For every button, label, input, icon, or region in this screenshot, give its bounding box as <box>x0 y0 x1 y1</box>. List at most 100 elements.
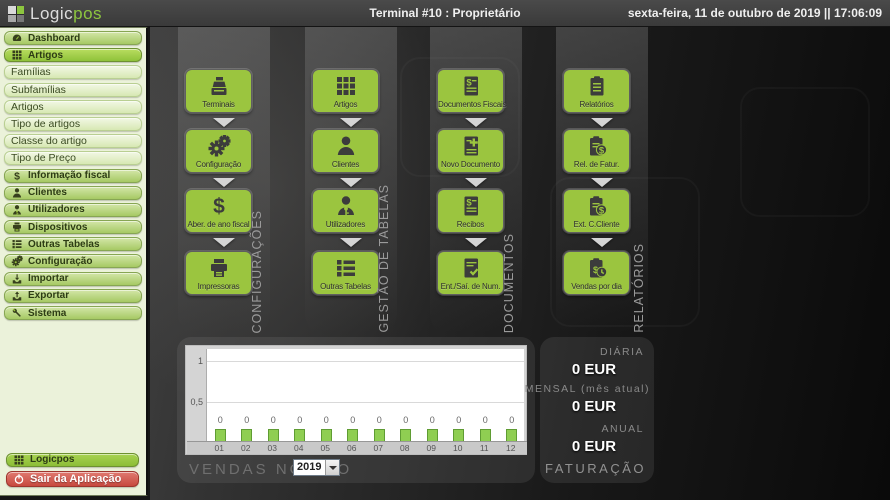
dollar-icon: $ <box>11 170 23 182</box>
chart-plot-area: 0 0 0 0 0 0 0 0 0 0 0 0 <box>206 349 524 442</box>
logo-text-primary: Logic <box>30 4 74 23</box>
sidebar-item-sistema[interactable]: Sistema <box>4 306 142 320</box>
down-arrow-icon <box>178 118 270 127</box>
chart-bar-month-01 <box>214 429 226 442</box>
bar-value-label: 0 <box>297 415 303 425</box>
sidebar-item-exportar[interactable]: Exportar <box>4 288 142 303</box>
menu-column-documentos: $ Documentos Fiscais Novo Documento $ Recibo… <box>430 27 522 339</box>
column-title-gest-o-de-tabelas: GESTÃO DE TABELAS <box>377 184 391 333</box>
logicpos-brand-button[interactable]: Logicpos <box>6 452 139 467</box>
sidebar-item-label: Dashboard <box>28 32 81 44</box>
menu-button-vendas-por-dia[interactable]: $ Vendas por dia <box>563 251 630 295</box>
menu-button-novo-documento[interactable]: Novo Documento <box>437 129 504 173</box>
menu-button-relat-rios[interactable]: Relatórios <box>563 69 630 113</box>
sidebar-item-dispositivos[interactable]: Dispositivos <box>4 220 142 235</box>
menu-button-label: Terminais <box>202 100 235 109</box>
menu-button-terminais[interactable]: Terminais <box>185 69 252 113</box>
menu-button-configura-o[interactable]: Configuração <box>185 129 252 173</box>
app-logo: Logicpos <box>8 4 102 24</box>
year-select-value: 2019 <box>297 461 322 473</box>
sidebar-item-tipo-de-artigos[interactable]: Tipo de artigos <box>4 116 142 131</box>
logo-grid-icon <box>8 6 24 22</box>
menu-button-label: Ent./Saí. de Num. <box>440 282 501 291</box>
x-tick-label: 12 <box>506 443 516 453</box>
menu-button-recibos[interactable]: $ Recibos <box>437 189 504 233</box>
chart-bar-month-06 <box>347 429 359 442</box>
exit-application-button[interactable]: Sair da Aplicação <box>6 470 139 487</box>
sidebar-item-label: Artigos <box>11 100 44 113</box>
menu-button-utilizadores[interactable]: Utilizadores <box>312 189 379 233</box>
user-key-icon <box>11 204 23 216</box>
menu-button-label: Vendas por dia <box>571 282 622 291</box>
sidebar-item-artigos[interactable]: Artigos <box>4 48 142 63</box>
logo-text-accent: pos <box>73 4 103 23</box>
column-title-configura-es: CONFIGURAÇÕES <box>250 209 264 333</box>
bar-value-label: 0 <box>403 415 409 425</box>
x-tick-label: 07 <box>373 443 383 453</box>
menu-button-ext-c-cliente[interactable]: $ Ext. C.Cliente <box>563 189 630 233</box>
down-arrow-icon <box>305 118 397 127</box>
footer-button-label: Sair da Aplicação <box>30 472 122 485</box>
clipboard-dollar-icon: $ <box>564 193 629 219</box>
menu-column-gest-o-de-tabelas: Artigos Clientes Utilizadores Outras Tabela… <box>305 27 397 339</box>
footer-button-label: Logicpos <box>30 454 75 466</box>
menu-button-aber-de-ano-fiscal[interactable]: $ Aber. de ano fiscal <box>185 189 252 233</box>
sidebar-item-clientes[interactable]: Clientes <box>4 185 142 200</box>
chart-bar-month-08 <box>400 429 412 442</box>
daily-label: DIÁRIA <box>599 346 644 358</box>
chart-bar-month-12 <box>506 429 518 442</box>
chart-bar-month-09 <box>426 429 438 442</box>
menu-button-clientes[interactable]: Clientes <box>312 129 379 173</box>
menu-button-label: Aber. de ano fiscal <box>187 220 250 229</box>
gears-icon <box>186 133 251 159</box>
sidebar-item-artigos[interactable]: Artigos <box>4 99 142 114</box>
sidebar-item-utilizadores[interactable]: Utilizadores <box>4 202 142 217</box>
sidebar-item-informa-o-fiscal[interactable]: $ Informação fiscal <box>4 168 142 183</box>
x-tick-label: 10 <box>453 443 463 453</box>
wrench-icon <box>11 307 23 319</box>
menu-button-rel-de-fatur[interactable]: $ Rel. de Fatur. <box>563 129 630 173</box>
menu-button-documentos-fiscais[interactable]: $ Documentos Fiscais <box>437 69 507 113</box>
list-icon <box>313 255 378 281</box>
sidebar-item-tipo-de-pre-o[interactable]: Tipo de Preço <box>4 151 142 166</box>
sidebar-item-label: Tipo de Preço <box>11 152 76 165</box>
svg-text:$: $ <box>592 265 597 275</box>
menu-button-ent-sa-de-num[interactable]: Ent./Saí. de Num. <box>437 251 504 295</box>
annual-value: 0 EUR <box>571 438 617 455</box>
combo-dropdown-button[interactable] <box>325 460 339 475</box>
down-arrow-icon <box>430 238 522 247</box>
person-icon <box>11 187 23 199</box>
column-title-documentos: DOCUMENTOS <box>502 232 516 333</box>
menu-button-outras-tabelas[interactable]: Outras Tabelas <box>312 251 379 295</box>
menu-button-impressoras[interactable]: Impressoras <box>185 251 252 295</box>
menu-button-label: Impressoras <box>197 282 240 291</box>
menu-button-artigos[interactable]: Artigos <box>312 69 379 113</box>
down-arrow-icon <box>556 178 648 187</box>
menu-button-label: Artigos <box>333 100 358 109</box>
bar-value-label: 0 <box>350 415 356 425</box>
sidebar-item-outras-tabelas[interactable]: Outras Tabelas <box>4 237 142 252</box>
y-tick-label: 0,5 <box>190 397 203 407</box>
sidebar-item-label: Outras Tabelas <box>28 238 100 250</box>
sidebar: Dashboard Artigos Famílias Subfamílias Artig… <box>0 27 148 496</box>
annual-label: ANUAL <box>601 423 644 435</box>
sidebar-item-classe-do-artigo[interactable]: Classe do artigo <box>4 134 142 149</box>
x-tick-label: 09 <box>426 443 436 453</box>
x-tick-label: 04 <box>294 443 304 453</box>
sidebar-item-label: Sistema <box>28 307 67 319</box>
sidebar-item-fam-lias[interactable]: Famílias <box>4 65 142 80</box>
svg-text:$: $ <box>466 78 472 89</box>
menu-column-configura-es: Terminais Configuração $ Aber. de ano fisca… <box>178 27 270 339</box>
list-icon <box>11 238 23 250</box>
x-tick-label: 03 <box>267 443 277 453</box>
year-select[interactable]: 2019 <box>293 459 340 476</box>
sidebar-item-configura-o[interactable]: Configuração <box>4 254 142 269</box>
sidebar-item-importar[interactable]: Importar <box>4 271 142 286</box>
dashboard-icon <box>11 32 23 44</box>
sidebar-item-dashboard[interactable]: Dashboard <box>4 31 142 45</box>
sidebar-item-label: Informação fiscal <box>28 170 111 181</box>
doc-check-icon <box>438 255 503 281</box>
sidebar-item-label: Subfamílias <box>11 83 66 96</box>
bar-value-label: 0 <box>482 415 488 425</box>
sidebar-item-subfam-lias[interactable]: Subfamílias <box>4 82 142 97</box>
